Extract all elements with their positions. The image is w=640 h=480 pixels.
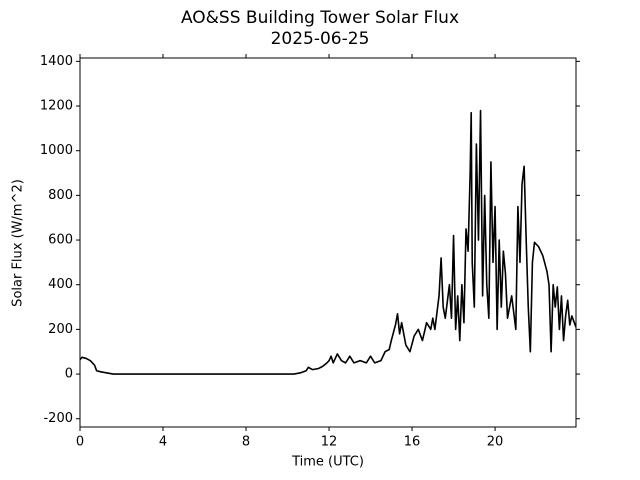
x-tick-label: 4 <box>159 435 167 450</box>
x-tick-label: 0 <box>76 435 84 450</box>
plot-frame <box>79 57 577 428</box>
x-tick-label: 16 <box>404 435 421 450</box>
y-tick-label: 1000 <box>40 143 73 158</box>
x-tick-label: 20 <box>487 435 504 450</box>
y-tick-label: -200 <box>43 411 73 426</box>
y-tick-label: 1400 <box>40 54 73 69</box>
x-tick-label: 8 <box>242 435 250 450</box>
y-tick-label: 200 <box>48 322 73 337</box>
y-tick-label: 1200 <box>40 99 73 114</box>
data-line <box>79 109 577 375</box>
x-axis-label: Time (UTC) <box>291 455 364 470</box>
y-tick-label: 600 <box>48 233 73 248</box>
y-tick-label: 800 <box>48 188 73 203</box>
chart-title: AO&SS Building Tower Solar Flux <box>181 8 459 28</box>
x-tick-label: 12 <box>321 435 338 450</box>
y-tick-label: 0 <box>65 367 73 382</box>
chart-subtitle: 2025-06-25 <box>271 29 370 49</box>
y-axis-label: Solar Flux (W/m^2) <box>11 179 26 307</box>
y-tick-label: 400 <box>48 277 73 292</box>
